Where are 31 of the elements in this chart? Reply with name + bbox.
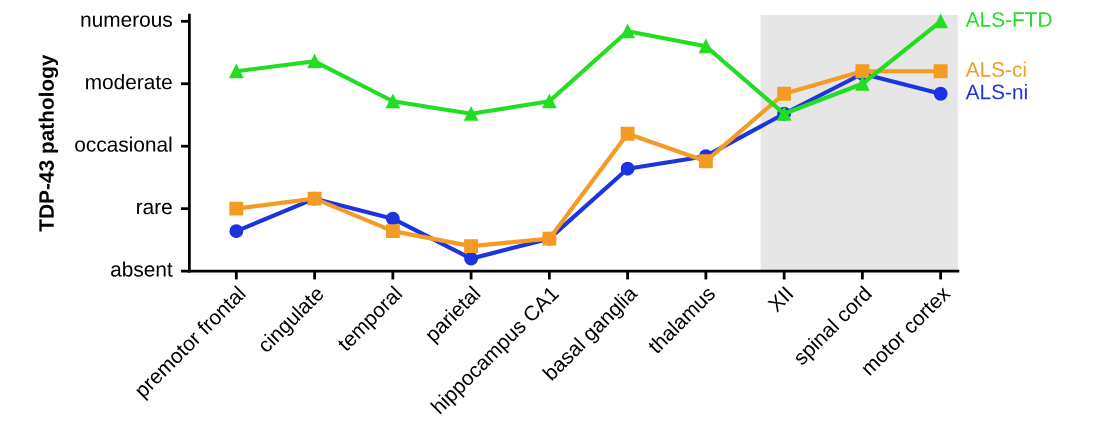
x-tick-label: XII — [767, 286, 794, 313]
point — [620, 161, 635, 176]
point — [229, 201, 244, 216]
y-axis-title: TDP-43 pathology — [38, 54, 59, 232]
point — [698, 39, 713, 54]
point — [464, 106, 479, 121]
series-label: ALS-ci — [965, 61, 1026, 77]
text: absent — [111, 261, 173, 277]
point — [620, 24, 635, 39]
point — [855, 76, 870, 91]
point — [933, 64, 948, 79]
point — [777, 86, 792, 101]
point — [933, 86, 948, 101]
point — [933, 14, 948, 29]
point — [307, 54, 322, 69]
point — [385, 94, 400, 109]
text: moderate — [86, 74, 172, 90]
point — [385, 224, 400, 239]
series-label: ALS-FTD — [965, 12, 1052, 27]
point — [698, 154, 713, 169]
series-label: ALS-ni — [965, 84, 1027, 100]
point — [229, 64, 244, 79]
text: numerous — [81, 15, 172, 27]
point — [542, 94, 557, 109]
text: rare — [137, 202, 172, 215]
point — [464, 239, 479, 254]
point — [229, 224, 244, 239]
point — [620, 126, 635, 141]
point — [385, 211, 400, 226]
point — [464, 251, 479, 266]
text: occasional — [75, 136, 172, 152]
